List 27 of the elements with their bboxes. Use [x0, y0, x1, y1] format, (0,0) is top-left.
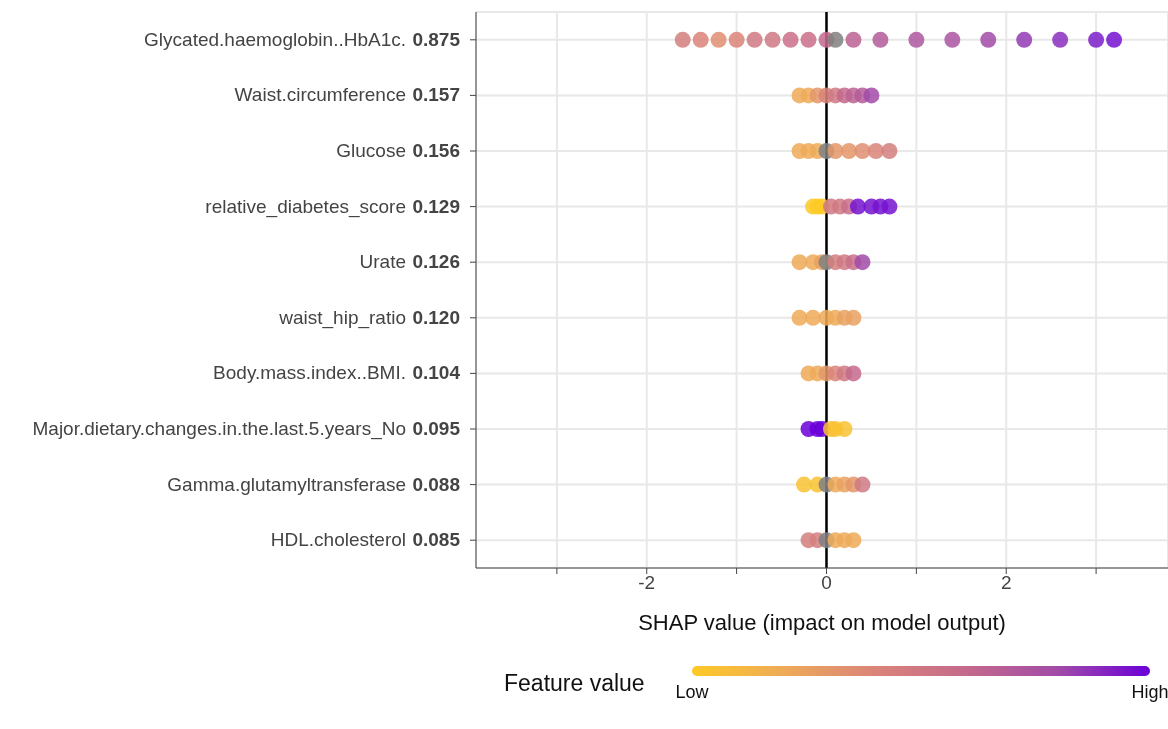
y-tick-label: waist_hip_ratio	[278, 306, 406, 329]
y-tick-label: HDL.cholesterol	[270, 529, 406, 551]
y-tick-label: Glucose	[336, 140, 406, 161]
text: 0.126	[412, 251, 460, 273]
text: 0.095	[412, 418, 461, 439]
y-tick-label: Urate	[359, 251, 406, 273]
y-tick-label: relative_diabetes_score	[205, 195, 406, 218]
text: 0.157	[412, 84, 460, 106]
text: 0.156	[412, 140, 460, 161]
y-tick-label: Gamma.glutamyltransferase	[167, 473, 406, 495]
text: 0.088	[412, 473, 460, 495]
x-tick-label: 0	[821, 572, 832, 594]
y-tick-label: Glycated.haemoglobin..HbA1c.	[144, 28, 406, 50]
y-tick-label: Body.mass.index..BMI.	[213, 362, 406, 384]
y-tick-label: Major.dietary.changes.in.the.last.5.years_No	[32, 418, 406, 440]
color-bar-label: Low	[675, 682, 709, 703]
text: 0.120	[412, 306, 460, 328]
x-tick-label: -2	[638, 572, 656, 594]
color-bar-label: High	[1131, 682, 1168, 703]
text: 0.129	[412, 195, 460, 217]
text: 0.104	[412, 362, 461, 384]
y-tick-label: Waist.circumference	[234, 84, 406, 106]
color-bar-title: Feature value	[504, 670, 645, 697]
text: 0.875	[412, 28, 461, 50]
x-tick-label: 2	[1000, 572, 1012, 594]
x-axis-title: SHAP value (impact on model output)	[638, 610, 1006, 635]
text: 0.085	[412, 529, 461, 551]
